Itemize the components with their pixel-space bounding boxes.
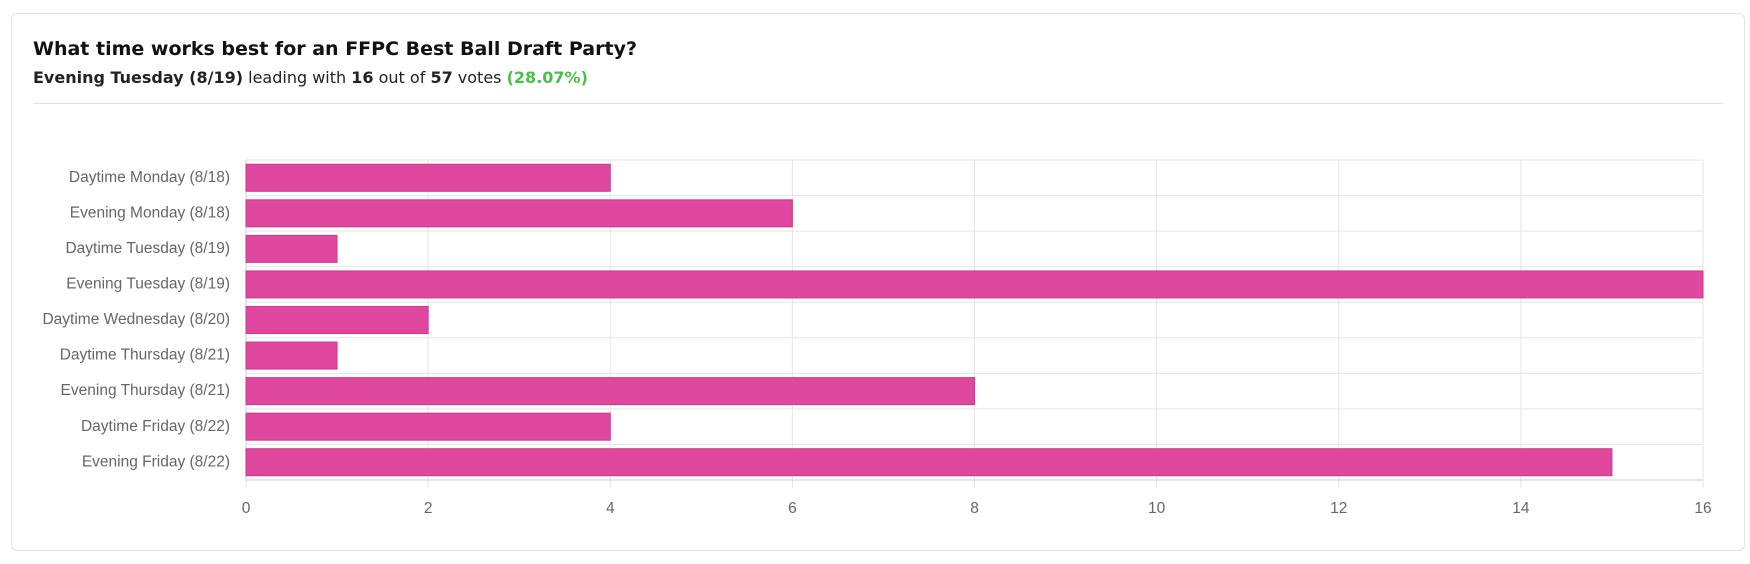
y-tick-label: Evening Thursday (8/21) (61, 382, 230, 399)
y-tick-label: Daytime Monday (8/18) (69, 169, 230, 186)
y-tick-label: Daytime Friday (8/22) (81, 418, 230, 435)
poll-header: What time works best for an FFPC Best Ba… (33, 38, 1723, 87)
x-tick-label: 14 (1512, 500, 1530, 517)
bar (245, 341, 338, 370)
y-tick-label: Evening Tuesday (8/19) (66, 276, 230, 293)
x-tick-label: 0 (242, 500, 251, 517)
bar (245, 270, 1704, 299)
y-tick-label: Daytime Thursday (8/21) (60, 347, 230, 364)
poll-summary: Evening Tuesday (8/19) leading with 16 o… (33, 68, 1723, 87)
x-tick-label: 16 (1694, 500, 1711, 517)
x-tick-label: 2 (424, 500, 433, 517)
y-tick-label: Daytime Wednesday (8/20) (42, 311, 230, 328)
leader-votes: 16 (351, 68, 374, 87)
bar (245, 199, 793, 228)
x-tick-label: 4 (606, 500, 615, 517)
poll-title: What time works best for an FFPC Best Ba… (33, 38, 637, 60)
x-tick-label: 12 (1330, 500, 1347, 517)
bar (245, 163, 611, 192)
divider (33, 103, 1723, 104)
bar (245, 412, 611, 441)
total-votes: 57 (430, 68, 453, 87)
summary-text: leading with (248, 68, 347, 87)
x-tick-label: 10 (1148, 500, 1166, 517)
x-tick-label: 6 (788, 500, 797, 517)
leader: Evening Tuesday (8/19) (33, 68, 244, 87)
y-tick-label: Daytime Tuesday (8/19) (65, 240, 230, 257)
summary-text: out of (378, 68, 426, 87)
bar (245, 377, 975, 406)
bar (245, 305, 429, 335)
x-tick-label: 8 (970, 500, 979, 517)
leader-percent: (28.07%) (506, 68, 588, 87)
summary-text: votes (457, 68, 502, 87)
bar (245, 448, 1613, 477)
y-tick-label: Evening Monday (8/18) (70, 204, 230, 221)
bar (245, 234, 338, 263)
poll-card (11, 13, 1745, 551)
y-tick-label: Evening Friday (8/22) (82, 453, 230, 470)
